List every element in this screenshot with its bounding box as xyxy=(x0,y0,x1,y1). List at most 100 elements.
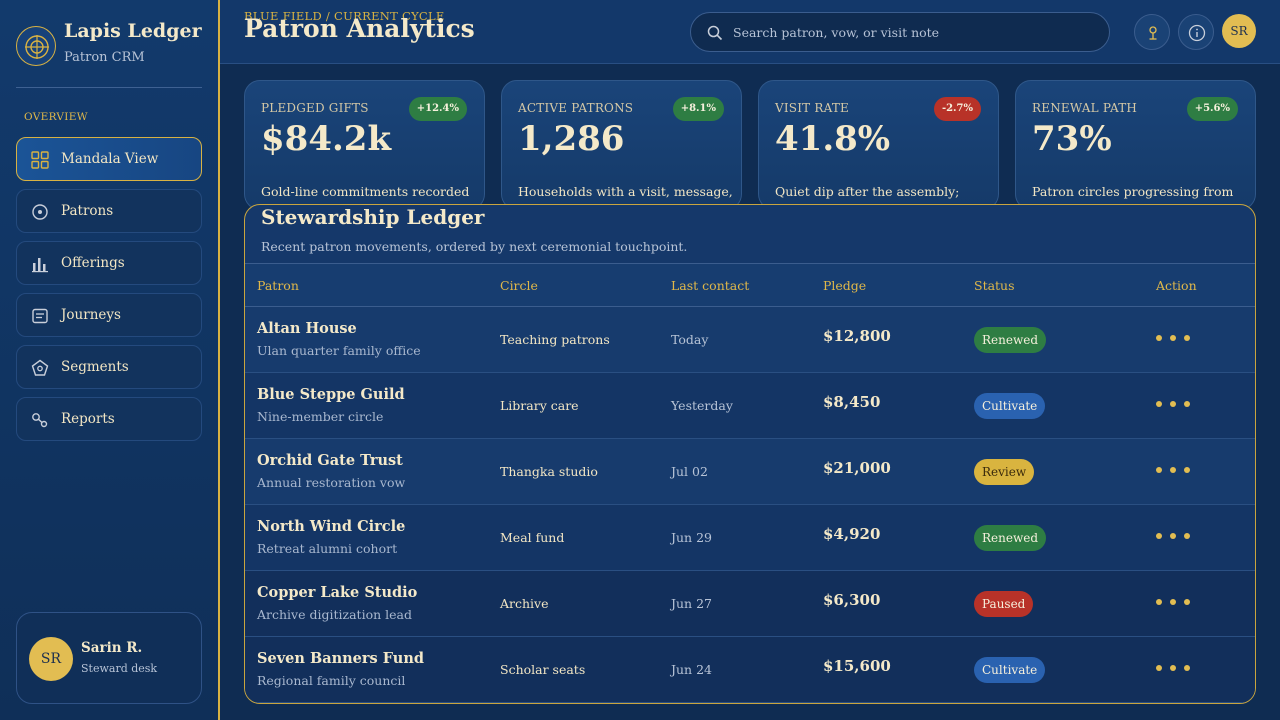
table-row[interactable]: Copper Lake Studio Archive digitization … xyxy=(245,571,1255,637)
kpi-value: 41.8% xyxy=(775,119,891,159)
target-icon xyxy=(32,204,48,220)
table-row[interactable]: Blue Steppe Guild Nine-member circle Lib… xyxy=(245,373,1255,439)
column-header-action: Action xyxy=(1156,278,1197,293)
sidebar-item-label: Mandala View xyxy=(61,151,159,167)
more-actions-icon[interactable] xyxy=(1156,531,1190,541)
info-icon xyxy=(1188,24,1206,42)
circle-cell: Scholar seats xyxy=(500,662,586,677)
search-input[interactable] xyxy=(733,22,1093,42)
last-contact-cell: Jun 27 xyxy=(671,596,712,611)
sidebar-item-label: Segments xyxy=(61,359,129,375)
patron-note: Regional family council xyxy=(257,673,406,688)
pentagon-icon xyxy=(31,359,49,376)
pledge-cell: $8,450 xyxy=(823,393,881,411)
pledge-cell: $15,600 xyxy=(823,657,891,675)
sidebar-item-label: Patrons xyxy=(61,203,114,219)
patron-note: Nine-member circle xyxy=(257,409,384,424)
circle-cell: Library care xyxy=(500,398,579,413)
stewardship-ledger: Stewardship Ledger Recent patron movemen… xyxy=(244,204,1256,704)
trend-badge: +8.1% xyxy=(672,97,724,121)
trend-badge: -2.7% xyxy=(933,97,981,121)
top-header: BLUE FIELD / CURRENT CYCLE Patron Analyt… xyxy=(220,0,1280,64)
last-contact-cell: Yesterday xyxy=(671,398,733,413)
status-badge: Cultivate xyxy=(974,657,1046,683)
status-badge: Renewed xyxy=(974,525,1047,551)
sidebar: Lapis Ledger Patron CRM OVERVIEW Mandala… xyxy=(0,0,220,720)
patron-name: North Wind Circle xyxy=(257,518,406,535)
document-icon xyxy=(32,308,48,324)
patron-name: Orchid Gate Trust xyxy=(257,452,403,469)
kpi-value: $84.2k xyxy=(261,119,392,159)
sidebar-item-segments[interactable]: Segments xyxy=(16,345,202,389)
sidebar-item-label: Offerings xyxy=(61,255,125,271)
kpi-card-visit-rate[interactable]: VISIT RATE -2.7% 41.8% Quiet dip after t… xyxy=(758,80,999,210)
user-card[interactable]: SR Sarin R. Steward desk xyxy=(16,612,202,704)
status-badge: Renewed xyxy=(974,327,1047,353)
kpi-label: ACTIVE PATRONS xyxy=(518,101,634,115)
last-contact-cell: Jun 24 xyxy=(671,662,712,677)
sidebar-item-reports[interactable]: Reports xyxy=(16,397,202,441)
pledge-cell: $21,000 xyxy=(823,459,891,477)
patron-name: Copper Lake Studio xyxy=(257,584,418,601)
kpi-label: RENEWAL PATH xyxy=(1032,101,1138,115)
table-body: Altan House Ulan quarter family office T… xyxy=(245,307,1255,703)
kpi-label: PLEDGED GIFTS xyxy=(261,101,369,115)
column-header-last-contact[interactable]: Last contact xyxy=(671,278,750,293)
trend-badge: +5.6% xyxy=(1186,97,1238,121)
status-badge: Cultivate xyxy=(974,393,1046,419)
patron-note: Retreat alumni cohort xyxy=(257,541,398,556)
table-row[interactable]: Altan House Ulan quarter family office T… xyxy=(245,307,1255,373)
search-icon xyxy=(707,25,723,41)
table-row[interactable]: Seven Banners Fund Regional family counc… xyxy=(245,637,1255,703)
column-header-circle[interactable]: Circle xyxy=(500,278,538,293)
more-actions-icon[interactable] xyxy=(1156,597,1190,607)
brand-title: Lapis Ledger xyxy=(64,20,202,42)
circle-cell: Meal fund xyxy=(500,530,565,545)
pledge-cell: $12,800 xyxy=(823,327,891,345)
status-badge: Paused xyxy=(974,591,1034,617)
patron-note: Annual restoration vow xyxy=(257,475,406,490)
table-row[interactable]: North Wind Circle Retreat alumni cohort … xyxy=(245,505,1255,571)
pledge-cell: $6,300 xyxy=(823,591,881,609)
column-header-patron[interactable]: Patron xyxy=(257,278,299,293)
sidebar-item-journeys[interactable]: Journeys xyxy=(16,293,202,337)
sidebar-item-offerings[interactable]: Offerings xyxy=(16,241,202,285)
more-actions-icon[interactable] xyxy=(1156,399,1190,409)
circle-cell: Teaching patrons xyxy=(500,332,610,347)
status-badge: Review xyxy=(974,459,1035,485)
last-contact-cell: Jun 29 xyxy=(671,530,712,545)
pledge-cell: $4,920 xyxy=(823,525,881,543)
kpi-card-active-patrons[interactable]: ACTIVE PATRONS +8.1% 1,286 Households wi… xyxy=(501,80,742,210)
circle-cell: Archive xyxy=(500,596,549,611)
last-contact-cell: Today xyxy=(671,332,709,347)
header-avatar[interactable]: SR xyxy=(1222,14,1256,48)
column-header-status[interactable]: Status xyxy=(974,278,1015,293)
search-box xyxy=(690,12,1110,52)
patron-name: Seven Banners Fund xyxy=(257,650,425,667)
page-title: Patron Analytics xyxy=(244,14,475,43)
user-role: Steward desk xyxy=(81,662,158,675)
kpi-label: VISIT RATE xyxy=(775,101,849,115)
sidebar-item-patrons[interactable]: Patrons xyxy=(16,189,202,233)
circle-cell: Thangka studio xyxy=(500,464,598,479)
patron-note: Archive digitization lead xyxy=(257,607,412,622)
table-row[interactable]: Orchid Gate Trust Annual restoration vow… xyxy=(245,439,1255,505)
kpi-card-renewal-path[interactable]: RENEWAL PATH +5.6% 73% Patron circles pr… xyxy=(1015,80,1256,210)
column-header-pledge[interactable]: Pledge xyxy=(823,278,867,293)
link-nodes-icon xyxy=(32,413,48,428)
sidebar-item-label: Journeys xyxy=(61,307,121,323)
kpi-card-pledged-gifts[interactable]: PLEDGED GIFTS +12.4% $84.2k Gold-line co… xyxy=(244,80,485,210)
avatar: SR xyxy=(29,637,73,681)
info-button[interactable] xyxy=(1178,14,1214,50)
more-actions-icon[interactable] xyxy=(1156,465,1190,475)
patron-name: Altan House xyxy=(257,320,357,337)
profile-button[interactable] xyxy=(1134,14,1170,50)
sidebar-item-mandala-view[interactable]: Mandala View xyxy=(16,137,202,181)
brand[interactable]: Lapis Ledger Patron CRM xyxy=(16,20,206,72)
more-actions-icon[interactable] xyxy=(1156,333,1190,343)
patron-name: Blue Steppe Guild xyxy=(257,386,405,403)
brand-subtitle: Patron CRM xyxy=(64,50,145,65)
trend-badge: +12.4% xyxy=(408,97,467,121)
sidebar-item-label: Reports xyxy=(61,411,115,427)
more-actions-icon[interactable] xyxy=(1156,663,1190,673)
